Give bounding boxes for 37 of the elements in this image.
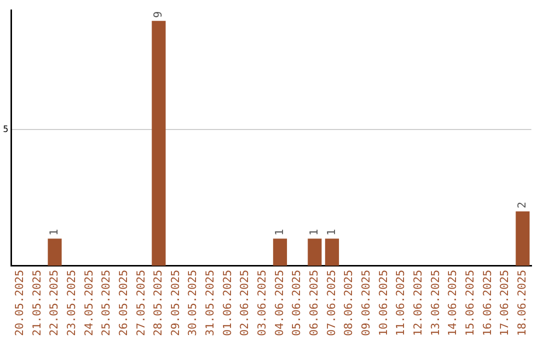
x-tick-label: 15.06.2025	[464, 270, 477, 336]
data-label: 9	[152, 11, 165, 18]
data-label: 1	[308, 228, 321, 236]
x-tick-label: 14.06.2025	[446, 270, 460, 336]
x-tick-label: 04.06.2025	[272, 270, 286, 336]
x-tick-label: 18.06.2025	[516, 270, 529, 336]
x-tick-label: 17.06.2025	[498, 270, 512, 336]
x-tick-label: 20.05.2025	[12, 270, 26, 336]
x-tick-label: 24.05.2025	[82, 270, 96, 336]
x-tick-label: 09.06.2025	[360, 270, 373, 336]
x-tick-label: 06.06.2025	[308, 270, 321, 336]
x-tick-label: 07.06.2025	[324, 270, 338, 336]
x-tick-label: 21.05.2025	[30, 270, 44, 336]
x-tick-label: 03.06.2025	[256, 270, 269, 336]
x-tick-label: 12.06.2025	[412, 270, 425, 336]
x-tick-label: 16.06.2025	[480, 270, 494, 336]
data-label: 2	[516, 202, 529, 208]
data-label: 1	[272, 228, 286, 236]
x-tick-label: 26.05.2025	[116, 270, 130, 336]
x-tick-label: 13.06.2025	[428, 270, 442, 336]
x-tick-label: 01.06.2025	[220, 270, 234, 336]
data-label: 1	[324, 228, 338, 236]
data-label: 1	[48, 228, 61, 236]
x-tick-label: 29.05.2025	[168, 270, 182, 336]
x-tick-label: 11.06.2025	[394, 270, 408, 336]
x-tick-label: 27.05.2025	[134, 270, 148, 336]
x-tick-label: 28.05.2025	[152, 270, 165, 336]
x-tick-label: 22.05.2025	[48, 270, 61, 336]
x-tick-label: 10.06.2025	[376, 270, 390, 336]
x-tick-label: 05.06.2025	[290, 270, 304, 336]
x-tick-label: 23.05.2025	[64, 270, 78, 336]
x-tick-label: 25.05.2025	[100, 270, 113, 336]
y-tick-label: 5	[2, 125, 8, 136]
x-tick-label: 31.05.2025	[204, 270, 217, 336]
x-tick-label: 02.06.2025	[238, 270, 252, 336]
x-tick-label: 30.05.2025	[186, 270, 200, 336]
x-tick-label: 08.06.2025	[342, 270, 356, 336]
